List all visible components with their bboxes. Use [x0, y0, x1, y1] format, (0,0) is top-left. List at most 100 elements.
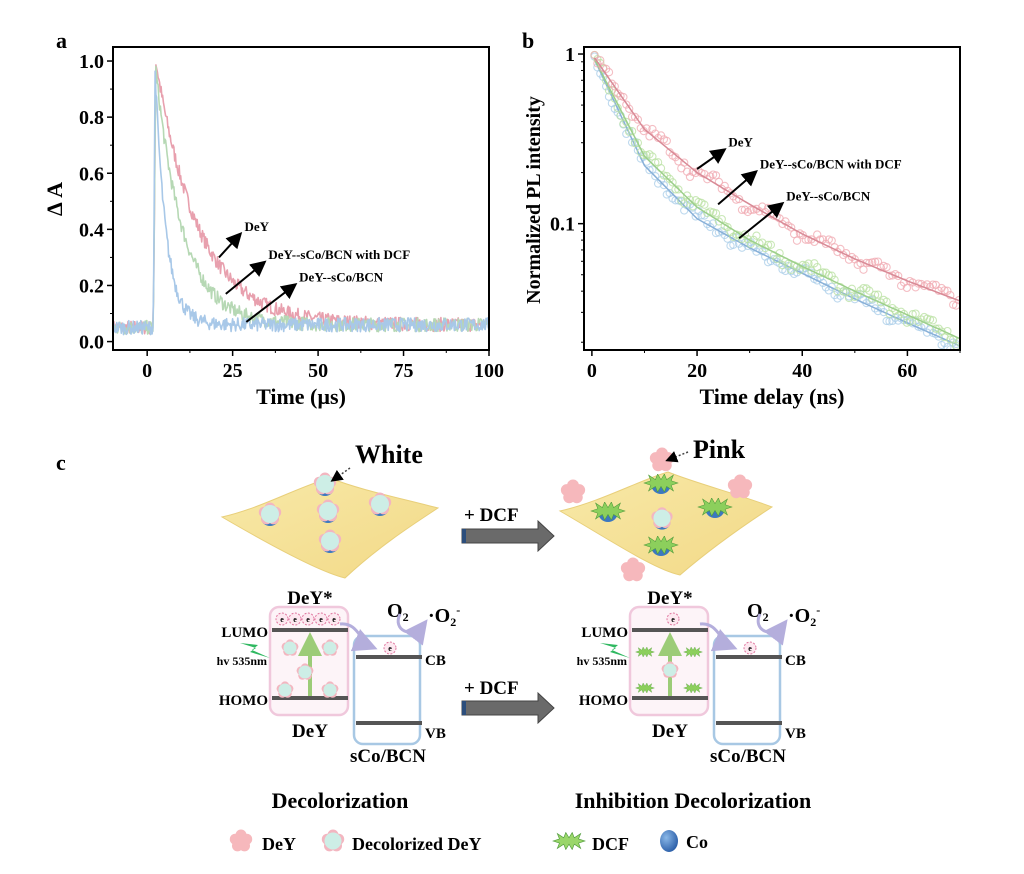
panel-b-label: b	[522, 28, 534, 53]
decolorized-core	[298, 665, 312, 679]
fit-line-1	[593, 58, 960, 340]
data-point	[807, 266, 816, 275]
data-point	[674, 185, 683, 194]
left-sheet-illustration: White	[220, 440, 440, 579]
decolorized-dey-site	[318, 529, 342, 553]
right-top-label: Pink	[693, 435, 746, 464]
light-bolt-icon	[600, 643, 630, 658]
legend-item-dey: DeY	[229, 829, 296, 854]
data-point	[792, 236, 802, 245]
fit-line-0	[593, 57, 960, 302]
data-point	[827, 236, 836, 245]
data-point	[882, 263, 891, 272]
series-0	[590, 50, 960, 310]
dcf-addition-arrow-top: + DCF	[461, 505, 555, 553]
data-point	[639, 150, 648, 160]
legend-item-dcf: DCF	[552, 832, 629, 854]
decolorized-core	[278, 683, 292, 697]
annotation-label: DeY--sCo/BCN	[299, 269, 384, 284]
data-point	[697, 211, 706, 220]
decolorized-core	[323, 641, 337, 655]
data-point	[787, 223, 796, 232]
white-pointer-arrow	[330, 467, 351, 482]
data-point	[651, 129, 660, 138]
y-tick-label: 0.6	[79, 163, 104, 185]
legend-label-dey: DeY	[262, 834, 296, 854]
svg-text:e: e	[671, 615, 675, 624]
data-point	[885, 271, 894, 280]
svg-text:e: e	[293, 615, 297, 624]
data-point	[833, 287, 842, 296]
data-point	[752, 247, 761, 256]
light-bolt-icon	[240, 643, 270, 658]
excited-state-label: DeY*	[287, 588, 332, 609]
fit-line-2	[593, 59, 960, 347]
panel-b-annotations: DeY DeY--sCo/BCN with DCF DeY--sCo/BCN	[696, 134, 902, 240]
cb-label: CB	[425, 653, 446, 669]
vb-label: VB	[425, 726, 446, 742]
data-point	[627, 127, 637, 136]
annotation-label: DeY	[728, 134, 753, 149]
panel-a-ylabel: Δ A	[42, 182, 67, 216]
annotation-arrow	[696, 148, 727, 170]
bcn-box	[712, 634, 782, 746]
excitation-label: hv 535nm	[217, 654, 267, 668]
legend-item-co: Co	[660, 830, 708, 852]
legend-label-co: Co	[686, 832, 708, 852]
ground-state-label: DeY	[652, 721, 688, 742]
scheme-legend: DeY Decolorized DeY DCF Co	[229, 829, 708, 854]
annotation-arrow	[717, 169, 758, 206]
panel-c-label: c	[56, 450, 66, 475]
data-point	[928, 280, 938, 289]
right-caption: Inhibition Decolorization	[575, 788, 812, 813]
y-tick-label: 1	[565, 44, 575, 66]
data-point	[844, 293, 854, 303]
y-tick-label: 0.4	[79, 219, 104, 241]
lumo-label: LUMO	[581, 625, 628, 641]
x-tick-label: 100	[474, 360, 504, 382]
panel-b-data	[590, 50, 960, 350]
x-tick-label: 25	[223, 360, 243, 382]
data-point	[593, 59, 602, 68]
dcf-arrow-top-icon	[461, 519, 555, 553]
left-decolorized-dey-sites	[258, 472, 392, 553]
data-point	[607, 79, 617, 88]
excited-state-label: DeY*	[647, 588, 692, 609]
panel-b-chart: b 0 20 40 60 1 0.1 Time delay (ns) Normalized…	[522, 28, 961, 409]
data-point	[827, 271, 836, 280]
electron-icon: e	[383, 641, 397, 655]
data-point	[873, 290, 883, 299]
data-point	[651, 172, 660, 181]
pink-pointer-arrow	[665, 451, 689, 463]
data-point	[622, 117, 631, 127]
catalyst-label: sCo/BCN	[350, 746, 426, 767]
data-point	[714, 217, 724, 226]
panel-b-series	[590, 50, 960, 350]
electron-icon: e	[275, 612, 289, 626]
homo-label: HOMO	[219, 693, 268, 709]
x-tick-label: 40	[792, 360, 812, 382]
data-point	[943, 342, 952, 350]
data-point	[804, 259, 813, 268]
left-top-label: White	[355, 440, 423, 469]
data-point	[645, 165, 654, 175]
dcf-arrow-bottom-tail	[462, 701, 466, 715]
data-point	[911, 309, 920, 318]
annotation-arrow	[245, 283, 298, 323]
decolorized-dey-icon	[321, 532, 339, 550]
dcf-site	[643, 474, 679, 494]
annotation-label: DeY--sCo/BCN with DCF	[760, 157, 902, 172]
x-tick-label: 75	[394, 360, 414, 382]
cb-label: CB	[785, 653, 806, 669]
data-point	[723, 186, 732, 196]
right-dcf-sites	[560, 447, 753, 582]
right-sheet-illustration: Pink	[558, 435, 774, 582]
series-line-2	[112, 70, 490, 336]
dcf-site	[590, 502, 626, 522]
vb-label: VB	[785, 726, 806, 742]
decolorized-core	[323, 683, 337, 697]
data-point	[737, 205, 747, 215]
decolorized-dey-site	[316, 499, 340, 523]
